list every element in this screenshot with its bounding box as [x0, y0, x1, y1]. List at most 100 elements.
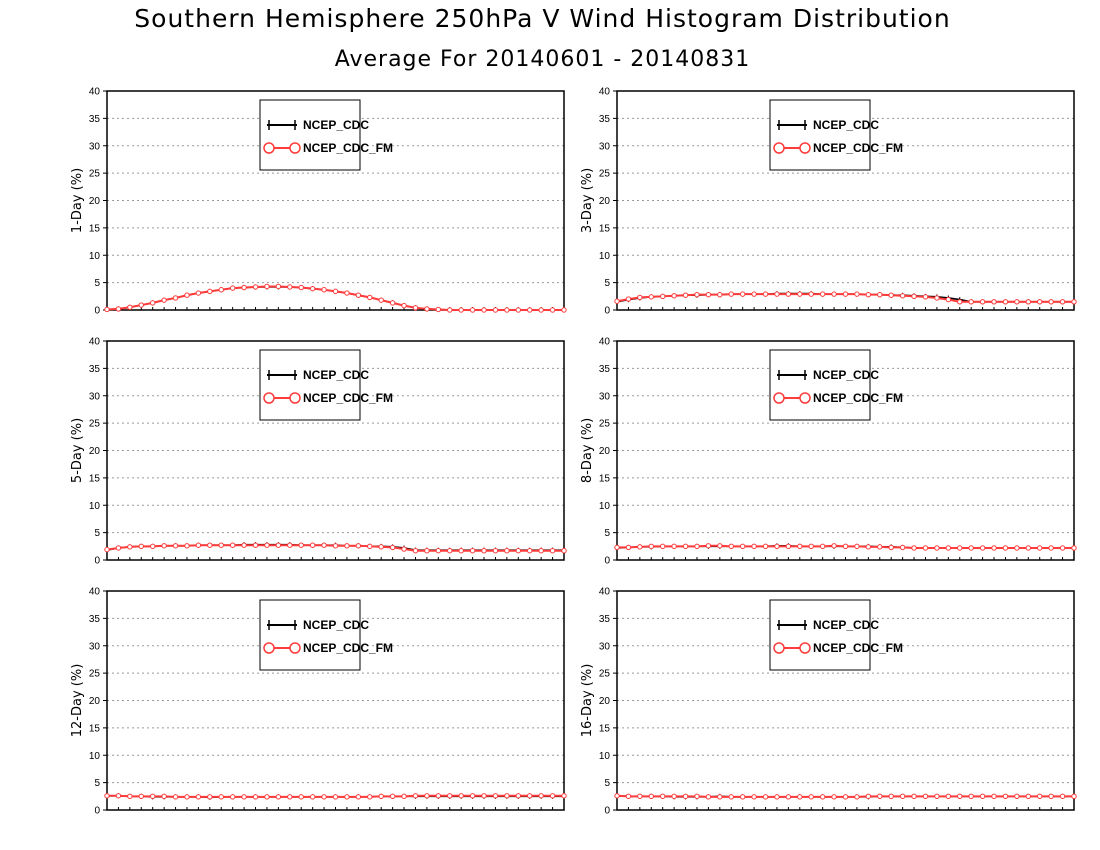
- y-tick-label: 10: [599, 501, 611, 512]
- data-point: [527, 547, 533, 554]
- legend-marker: [263, 142, 275, 154]
- y-tick-label: 40: [599, 87, 611, 98]
- legend-label: NCEP_CDC: [303, 118, 369, 132]
- data-point: [332, 794, 339, 800]
- data-point: [538, 793, 544, 799]
- data-point: [979, 793, 986, 800]
- data-point: [241, 284, 247, 291]
- data-point: [207, 794, 213, 800]
- data-point: [424, 547, 430, 554]
- data-point: [195, 290, 202, 296]
- data-point: [1059, 793, 1066, 800]
- data-point: [549, 793, 556, 799]
- data-point: [412, 305, 419, 311]
- data-point: [275, 794, 282, 800]
- data-point: [389, 300, 396, 306]
- legend-marker: [799, 392, 811, 404]
- data-point: [218, 794, 224, 800]
- data-point: [625, 544, 632, 551]
- y-tick-label: 40: [599, 337, 611, 348]
- y-tick-label: 20: [89, 196, 101, 207]
- data-point: [241, 542, 247, 548]
- y-tick-label: 10: [599, 251, 611, 262]
- legend-marker: [773, 392, 785, 404]
- legend-label: NCEP_CDC: [303, 618, 369, 632]
- data-point: [797, 291, 803, 297]
- data-point: [561, 793, 567, 799]
- data-point: [660, 793, 666, 800]
- data-point: [991, 299, 997, 305]
- data-point: [1048, 793, 1054, 800]
- data-point: [412, 547, 419, 554]
- legend-marker: [799, 642, 811, 654]
- data-point: [549, 547, 556, 554]
- data-point: [877, 793, 883, 800]
- panel-8-day: 0 5 10 15 20 25 30 35 40 8-Day (%) NCEP_CDC NCEP_CD…: [580, 337, 1077, 567]
- legend-label: NCEP_CDC_FM: [303, 641, 393, 655]
- data-point: [150, 793, 156, 800]
- data-point: [504, 793, 510, 799]
- data-point: [401, 546, 407, 552]
- y-tick-label: 40: [89, 87, 101, 98]
- data-point: [207, 542, 213, 548]
- data-point: [309, 794, 316, 800]
- legend-label: NCEP_CDC_FM: [813, 641, 903, 655]
- data-point: [762, 543, 769, 550]
- data-point: [344, 290, 350, 296]
- panel-16-day: 0 5 10 15 20 25 30 35 40 16-Day (%) NCEP_CDC NCEP_C…: [580, 587, 1077, 817]
- data-point: [287, 284, 293, 290]
- data-point: [899, 793, 906, 800]
- data-point: [934, 545, 940, 551]
- data-point: [682, 543, 689, 550]
- data-point: [1025, 545, 1032, 551]
- panel-5-day: 0 5 10 15 20 25 30 35 40 5-Day (%) NCEP_CDC NCEP_CD…: [70, 337, 567, 567]
- data-point: [877, 291, 883, 298]
- y-tick-label: 10: [599, 751, 611, 762]
- y-tick-label: 15: [599, 473, 611, 484]
- data-point: [899, 293, 906, 299]
- data-point: [762, 291, 769, 297]
- legend-marker: [289, 392, 301, 404]
- plot-frame: [106, 590, 565, 811]
- panel-12-day: 0 5 10 15 20 25 30 35 40 12-Day (%) NCEP_CDC NCEP_C…: [70, 587, 567, 817]
- panel-1-day: 0 5 10 15 20 25 30 35 40 1-Day (%) NCEP_CDC NCEP_CD…: [70, 87, 567, 317]
- legend-box: [769, 99, 871, 171]
- data-point: [127, 304, 133, 310]
- data-point: [150, 543, 156, 550]
- data-point: [1048, 545, 1054, 551]
- legend-marker: [263, 642, 275, 654]
- data-point: [458, 547, 464, 554]
- data-point: [694, 543, 700, 550]
- legend-label: NCEP_CDC_FM: [303, 391, 393, 405]
- legend-label: NCEP_CDC: [303, 368, 369, 382]
- data-point: [1059, 545, 1066, 551]
- data-point: [172, 295, 179, 301]
- data-point: [527, 307, 533, 313]
- data-point: [504, 307, 510, 313]
- y-tick-label: 5: [604, 278, 610, 289]
- data-point: [945, 545, 952, 551]
- legend-marker: [289, 642, 301, 654]
- y-tick-label: 30: [89, 391, 101, 402]
- data-point: [739, 794, 746, 800]
- data-point: [184, 292, 190, 298]
- y-tick-label: 40: [599, 587, 611, 598]
- data-point: [172, 794, 179, 800]
- data-point: [355, 543, 362, 549]
- data-point: [831, 543, 837, 549]
- data-point: [252, 542, 259, 548]
- legend-marker: [268, 620, 296, 630]
- y-tick-label: 0: [94, 556, 100, 567]
- y-tick-label: 30: [89, 141, 101, 152]
- y-tick-label: 30: [599, 641, 611, 652]
- data-point: [115, 545, 122, 551]
- data-point: [309, 285, 316, 292]
- data-point: [332, 543, 339, 549]
- data-point: [481, 793, 487, 799]
- data-point: [831, 794, 837, 800]
- data-point: [389, 793, 396, 800]
- legend-box: [769, 349, 871, 421]
- data-point: [854, 794, 860, 800]
- data-point: [865, 544, 872, 550]
- data-point: [469, 307, 476, 313]
